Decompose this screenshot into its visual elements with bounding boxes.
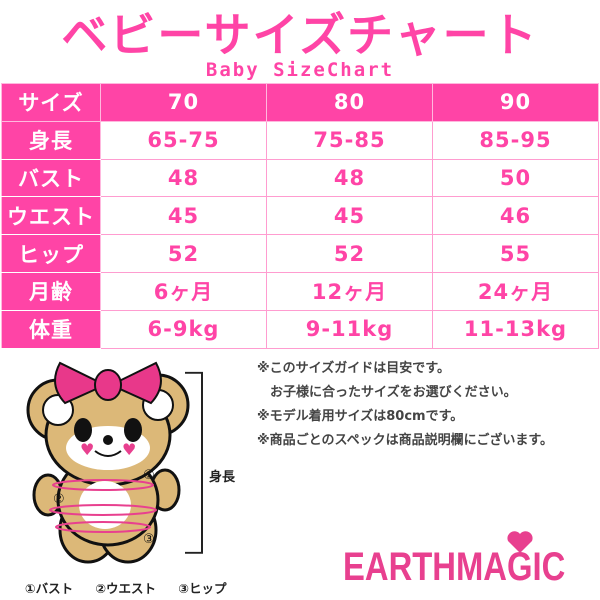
bear-illustration: ♥ ♥ ① ② ③ [26, 361, 203, 564]
height-label: 身長 [209, 470, 236, 485]
table-row: バスト 48 48 50 [1, 158, 599, 198]
measurement-lines [49, 479, 157, 533]
row-label: 月齢 [1, 271, 101, 311]
svg-text:♥: ♥ [122, 440, 136, 459]
note-line: ※モデル着用サイズは80cmです。 [257, 409, 464, 424]
heart-icon [507, 531, 533, 553]
note-line: ※このサイズガイドは目安です。 [257, 361, 450, 376]
note-line: ※商品ごとのスペックは商品説明欄にございます。 [257, 433, 554, 448]
table-cell: 48 [100, 158, 267, 198]
table-cell: 55 [432, 234, 599, 273]
table-cell: 65-75 [100, 120, 267, 160]
size-chart-table: サイズ 70 80 90 身長 65-75 75-85 85-95 バスト 48 48 50… [1, 83, 599, 349]
table-cell: 45 [100, 196, 267, 236]
row-label: ウエスト [1, 196, 101, 236]
measurement-legend: ①バスト ②ウエスト ③ヒップ [25, 578, 239, 597]
header-cell: 80 [266, 83, 433, 122]
table-cell: 50 [432, 158, 599, 198]
page-subtitle: Baby SizeChart [205, 59, 395, 81]
table-cell: 11-13kg [432, 309, 599, 349]
table-row: ヒップ 52 52 55 [1, 234, 599, 273]
table-header-row: サイズ 70 80 90 [1, 83, 599, 122]
table-cell: 24ヶ月 [432, 271, 599, 311]
page-title: ベビーサイズチャート [61, 8, 539, 62]
row-label: バスト [1, 158, 101, 198]
table-row: ウエスト 45 45 46 [1, 196, 599, 236]
table-row: 身長 65-75 75-85 85-95 [1, 120, 599, 160]
table-cell: 6-9kg [100, 309, 267, 349]
row-label: 体重 [1, 309, 101, 349]
table-cell: 52 [266, 234, 433, 273]
table-row: 体重 6-9kg 9-11kg 11-13kg [1, 309, 599, 349]
note-line: お子様に合ったサイズをお選びください。 [257, 385, 517, 400]
marker-waist: ② [53, 492, 65, 507]
legend-waist: ②ウエスト [95, 581, 157, 596]
table-cell: 6ヶ月 [100, 271, 267, 311]
marker-bust: ① [143, 468, 155, 483]
table-cell: 9-11kg [266, 309, 433, 349]
header-cell: 70 [100, 83, 267, 122]
bow-icon [54, 361, 162, 405]
table-cell: 12ヶ月 [266, 271, 433, 311]
legend-bust: ①バスト [25, 581, 74, 596]
table-cell: 46 [432, 196, 599, 236]
legend-hip: ③ヒップ [178, 581, 227, 596]
svg-text:♥: ♥ [80, 440, 94, 459]
header-cell: サイズ [1, 83, 101, 122]
header-cell: 90 [432, 83, 599, 122]
table-cell: 85-95 [432, 120, 599, 160]
table-row: 月齢 6ヶ月 12ヶ月 24ヶ月 [1, 271, 599, 311]
row-label: ヒップ [1, 234, 101, 273]
marker-hip: ③ [143, 532, 155, 547]
table-cell: 45 [266, 196, 433, 236]
row-label: 身長 [1, 120, 101, 160]
notes: ※このサイズガイドは目安です。 お子様に合ったサイズをお選びください。 ※モデル… [257, 357, 553, 453]
table-cell: 48 [266, 158, 433, 198]
brand-logo: EARTHMAGIC [343, 545, 566, 589]
table-cell: 75-85 [266, 120, 433, 160]
table-cell: 52 [100, 234, 267, 273]
height-bracket [185, 371, 203, 554]
